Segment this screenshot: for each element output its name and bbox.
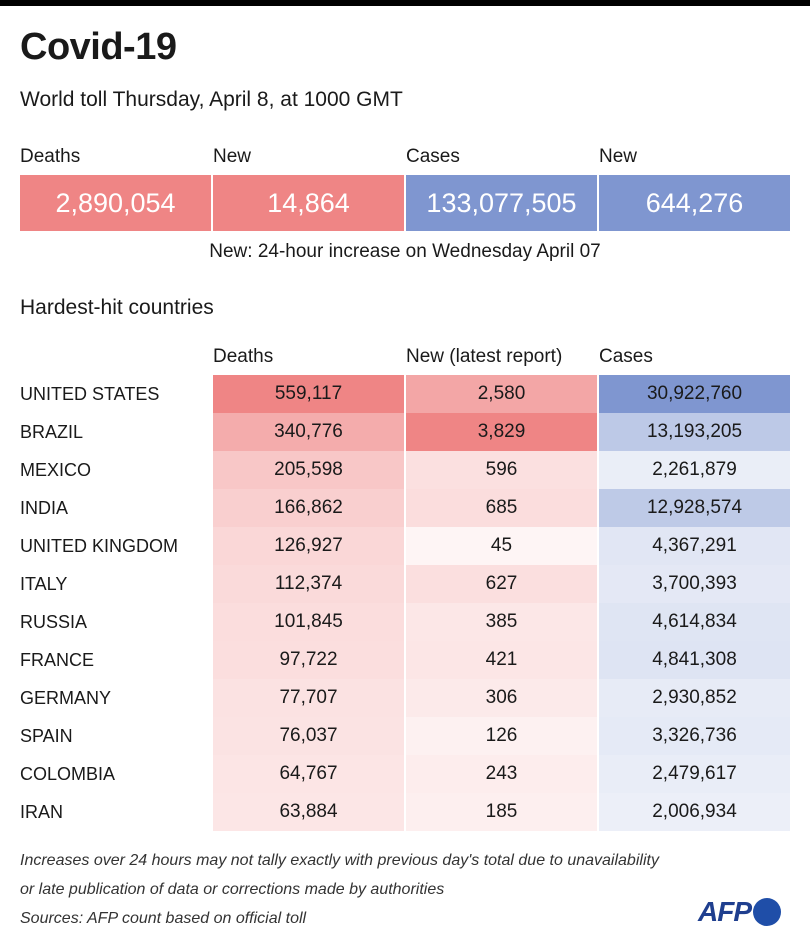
summary-note: New: 24-hour increase on Wednesday April… [209,241,601,262]
country-label: ITALY [20,574,68,594]
cell-deaths: 76,037 [213,717,404,755]
column-header-cases: Cases [599,346,653,367]
cell-deaths: 559,117 [213,375,404,413]
cell-new: 243 [406,755,597,793]
country-label: UNITED STATES [20,384,160,404]
cell-cases: 4,841,308 [599,641,790,679]
cell-cases: 3,326,736 [599,717,790,755]
cell-new: 45 [406,527,597,565]
afp-logo-dot [753,898,781,926]
page-title: Covid-19 [20,26,177,68]
country-label: COLOMBIA [20,764,116,784]
cell-cases: 12,928,574 [599,489,790,527]
cell-new: 627 [406,565,597,603]
cell-new: 385 [406,603,597,641]
country-label: UNITED KINGDOM [20,536,179,556]
country-label: BRAZIL [20,422,84,442]
afp-logo-text: AFP [698,896,752,927]
cell-cases: 13,193,205 [599,413,790,451]
cell-cases: 2,261,879 [599,451,790,489]
summary-value-new-cases: 644,276 [599,175,790,231]
cell-deaths: 97,722 [213,641,404,679]
summary-value-new-deaths: 14,864 [213,175,404,231]
cell-new: 306 [406,679,597,717]
summary-value-cases: 133,077,505 [406,175,597,231]
country-label: RUSSIA [20,612,88,632]
country-label: INDIA [20,498,69,518]
cell-cases: 2,479,617 [599,755,790,793]
cell-deaths: 77,707 [213,679,404,717]
column-header-deaths: Deaths [213,346,274,367]
page-subtitle: World toll Thursday, April 8, at 1000 GM… [20,88,403,111]
cell-cases: 30,922,760 [599,375,790,413]
column-header-new: New (latest report) [406,346,563,367]
cell-new: 3,829 [406,413,597,451]
cell-deaths: 63,884 [213,793,404,831]
summary-value-deaths: 2,890,054 [20,175,211,231]
summary-label-new-deaths: New [213,146,252,167]
cell-deaths: 112,374 [213,565,404,603]
section-title: Hardest-hit countries [20,296,214,319]
country-label: FRANCE [20,650,95,670]
cell-new: 685 [406,489,597,527]
summary-label-new-cases: New [599,146,638,167]
cell-new: 126 [406,717,597,755]
footnote-line-2: or late publication of data or correctio… [20,881,445,898]
footnote-sources: Sources: AFP count based on official tol… [20,910,307,927]
country-label: SPAIN [20,726,73,746]
cell-cases: 2,930,852 [599,679,790,717]
cell-cases: 4,367,291 [599,527,790,565]
country-label: GERMANY [20,688,112,708]
afp-logo: AFP [698,896,781,928]
cell-new: 596 [406,451,597,489]
cell-new: 2,580 [406,375,597,413]
cell-deaths: 101,845 [213,603,404,641]
cell-new: 421 [406,641,597,679]
footnote-line-1: Increases over 24 hours may not tally ex… [20,852,659,869]
cell-deaths: 126,927 [213,527,404,565]
country-label: MEXICO [20,460,92,480]
cell-new: 185 [406,793,597,831]
top-bar [0,0,810,6]
summary-label-deaths: Deaths [20,146,81,167]
cell-cases: 2,006,934 [599,793,790,831]
cell-deaths: 166,862 [213,489,404,527]
cell-cases: 3,700,393 [599,565,790,603]
cell-deaths: 205,598 [213,451,404,489]
cell-deaths: 64,767 [213,755,404,793]
cell-cases: 4,614,834 [599,603,790,641]
country-label: IRAN [20,802,64,822]
summary-label-cases: Cases [406,146,460,167]
cell-deaths: 340,776 [213,413,404,451]
